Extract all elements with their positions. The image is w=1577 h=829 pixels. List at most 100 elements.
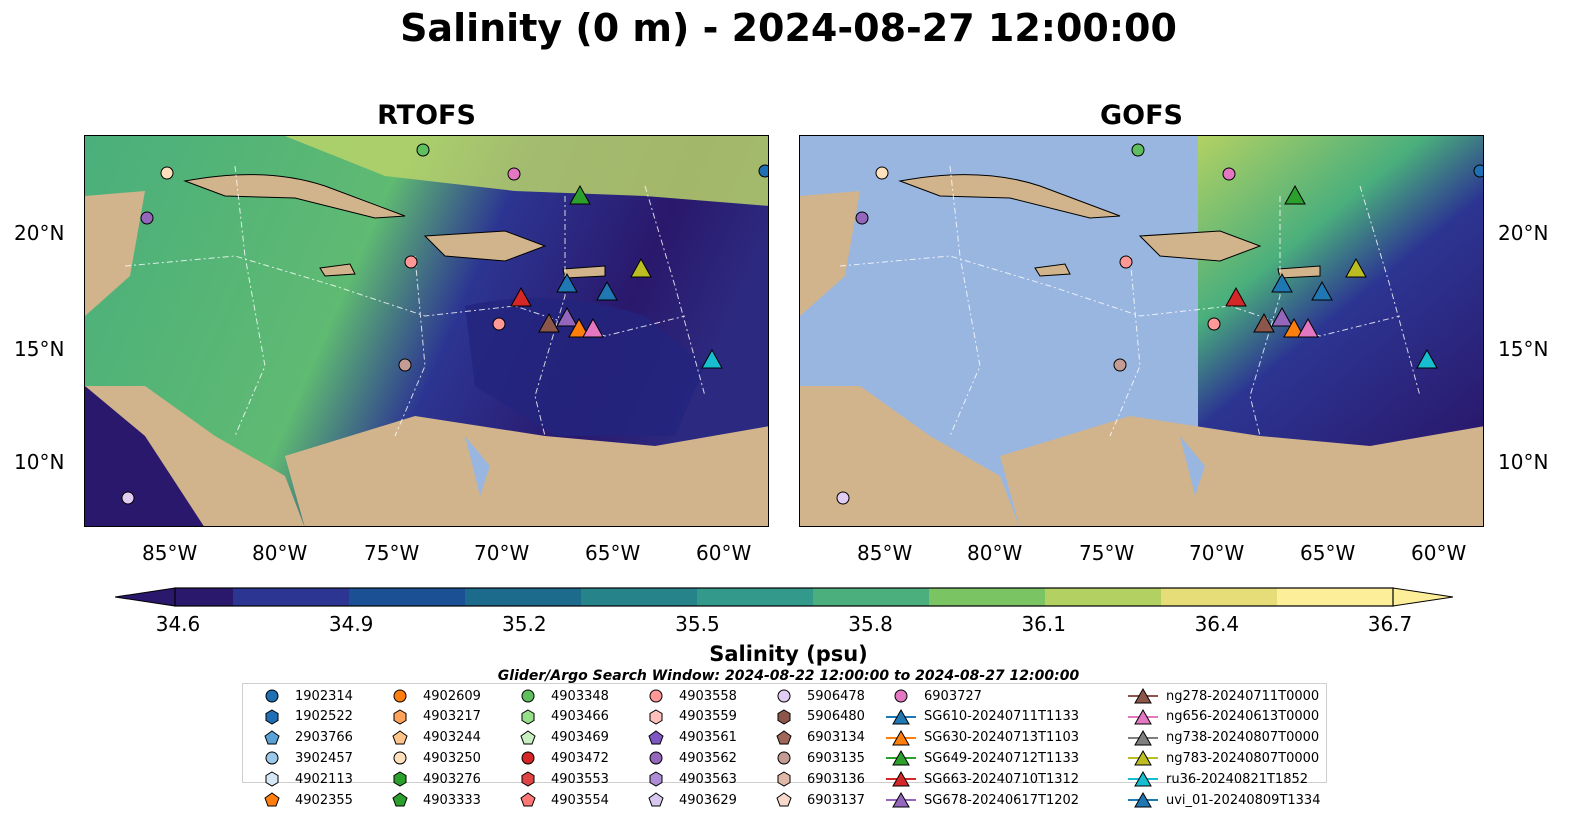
triangle-marker-icon xyxy=(886,729,916,746)
legend-item-label: 4903250 xyxy=(423,750,481,766)
triangle-marker-icon xyxy=(1128,771,1158,787)
legend-item: 4903553 xyxy=(511,769,609,789)
legend-item: 4903472 xyxy=(511,748,609,768)
legend-item: 4902609 xyxy=(383,686,481,706)
legend-item-label: 5906478 xyxy=(807,688,865,704)
pacific-ocean xyxy=(85,386,204,526)
legend-item: ng738-20240807T0000 xyxy=(1126,728,1319,748)
hexagon-marker-icon xyxy=(521,771,535,787)
legend-item-label: ru36-20240821T1852 xyxy=(1166,771,1309,787)
colorbar-segment xyxy=(175,588,234,606)
legend-item: 2903766 xyxy=(255,728,353,748)
hexagon-marker-icon xyxy=(649,771,663,787)
legend-item-label: 4903469 xyxy=(551,730,609,746)
gofs-map[interactable] xyxy=(799,135,1484,527)
rtofs-map-canvas xyxy=(85,136,768,526)
legend-item-label: 2903766 xyxy=(295,730,353,746)
colorbar-label: Salinity (psu) xyxy=(709,642,868,666)
legend-item: 4903561 xyxy=(639,728,737,748)
legend-item-label: uvi_01-20240809T1334 xyxy=(1166,792,1321,808)
pentagon-marker-icon xyxy=(776,729,792,745)
legend-item-label: SG663-20240710T1312 xyxy=(924,771,1080,787)
legend-item-label: 4903558 xyxy=(679,688,737,704)
cuba-land xyxy=(183,174,406,219)
rtofs-map[interactable] xyxy=(84,135,769,527)
legend-item: ru36-20240821T1852 xyxy=(1126,769,1308,789)
colorbar-segment xyxy=(987,588,1046,606)
circle-marker-icon xyxy=(265,689,279,703)
colorbar-tick-label: 36.4 xyxy=(1194,612,1240,636)
colorbar-tick-label: 34.6 xyxy=(155,612,201,636)
legend-item: 6903727 xyxy=(884,686,982,706)
legend-item: 6903137 xyxy=(767,790,865,810)
legend-item-label: ng656-20240613T0000 xyxy=(1166,709,1320,725)
lon-label-left-65w: 65°W xyxy=(585,541,641,565)
legend-item: 4903466 xyxy=(511,707,609,727)
legend-item-label: SG630-20240713T1103 xyxy=(924,730,1080,746)
legend: 1902314 1902522 2903766 3902457 4902113 49023… xyxy=(242,683,1327,808)
legend-item: SG610-20240711T1133 xyxy=(884,707,1079,727)
legend-item: 4903217 xyxy=(383,707,481,727)
legend-item-label: 4903244 xyxy=(423,730,481,746)
triangle-marker-icon xyxy=(886,771,916,787)
pentagon-marker-icon xyxy=(264,729,280,745)
hexagon-marker-icon xyxy=(393,709,407,725)
jamaica-land xyxy=(319,263,356,277)
pentagon-marker-icon xyxy=(648,792,664,807)
legend-item-label: 4903553 xyxy=(551,771,609,787)
legend-item: 4903469 xyxy=(511,728,609,748)
lat-label-right-15n: 15°N xyxy=(1498,337,1549,361)
legend-item: uvi_01-20240809T1334 xyxy=(1126,790,1320,810)
legend-item: 6903135 xyxy=(767,748,865,768)
legend-item: 4903244 xyxy=(383,728,481,748)
legend-item: 5906480 xyxy=(767,707,865,727)
colorbar-tick-label: 34.9 xyxy=(328,612,374,636)
colorbar-segment xyxy=(929,588,988,606)
legend-item-label: 1902522 xyxy=(295,709,353,725)
pentagon-marker-icon xyxy=(648,729,664,745)
legend-item-label: 6903727 xyxy=(924,688,982,704)
legend-item: 4903250 xyxy=(383,748,481,768)
lon-label-right-70w: 70°W xyxy=(1189,541,1245,565)
circle-marker-icon xyxy=(649,751,663,765)
legend-item-label: SG678-20240617T1202 xyxy=(924,792,1080,808)
colorbar-extend-max xyxy=(1392,587,1454,607)
figure-title: Salinity (0 m) - 2024-08-27 12:00:00 xyxy=(400,6,1177,50)
jamaica-land xyxy=(1034,263,1071,277)
yucatan-land xyxy=(800,191,860,316)
legend-item: SG649-20240712T1133 xyxy=(884,748,1079,768)
legend-item-label: 4903333 xyxy=(423,792,481,808)
legend-item-label: 6903136 xyxy=(807,771,865,787)
circle-marker-icon xyxy=(521,689,535,703)
lon-label-right-80w: 80°W xyxy=(967,541,1023,565)
legend-item-label: 6903134 xyxy=(807,730,865,746)
circle-marker-icon xyxy=(894,689,908,703)
pentagon-marker-icon xyxy=(264,792,280,807)
lat-label-left-10n: 10°N xyxy=(14,450,65,474)
rtofs-markers xyxy=(121,143,768,505)
pentagon-marker-icon xyxy=(776,792,792,807)
lon-label-right-65w: 65°W xyxy=(1300,541,1356,565)
legend-item-label: SG649-20240712T1133 xyxy=(924,750,1080,766)
colorbar-segments xyxy=(115,587,1454,607)
colorbar-frame xyxy=(174,587,1394,607)
legend-item-label: 4902113 xyxy=(295,771,353,787)
pentagon-marker-icon xyxy=(392,792,408,807)
legend-item: 4903558 xyxy=(639,686,737,706)
legend-item: 5906478 xyxy=(767,686,865,706)
colorbar-segment xyxy=(813,588,872,606)
eez-boundaries xyxy=(839,165,1421,437)
eez-boundaries xyxy=(124,165,706,437)
legend-item-label: 4902355 xyxy=(295,792,353,808)
lon-label-right-60w: 60°W xyxy=(1411,541,1467,565)
low-salinity-eddy xyxy=(465,298,705,436)
hexagon-marker-icon xyxy=(521,709,535,725)
legend-item-label: 6903135 xyxy=(807,750,865,766)
colorbar-segment xyxy=(755,588,814,606)
yucatan-land xyxy=(85,191,145,316)
legend-item-label: ng783-20240807T0000 xyxy=(1166,750,1320,766)
hispaniola-land xyxy=(423,230,547,262)
legend-item: SG663-20240710T1312 xyxy=(884,769,1079,789)
legend-item-label: 4903629 xyxy=(679,792,737,808)
pentagon-marker-icon xyxy=(520,729,536,745)
